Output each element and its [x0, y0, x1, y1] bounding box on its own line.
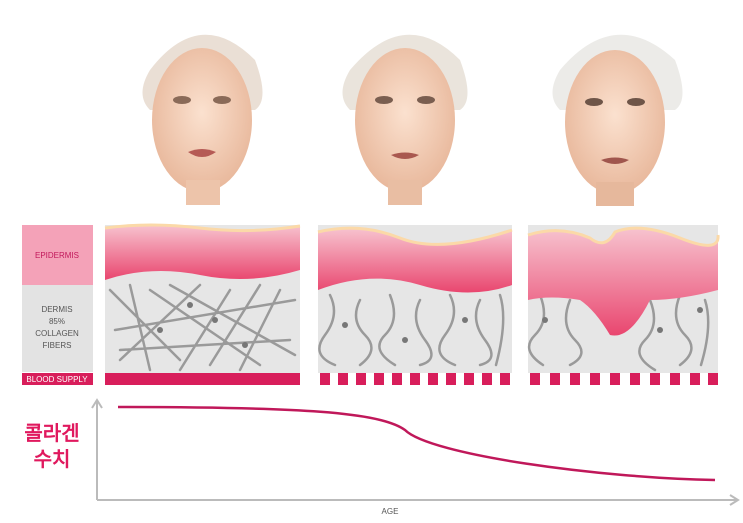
- skin-panel-young: [104, 223, 301, 385]
- y-label: 콜라겐: [24, 422, 79, 445]
- blood-label: BLOOD SUPPLY: [26, 375, 88, 384]
- face-middle: [342, 34, 468, 205]
- collagen-curve: [117, 405, 716, 482]
- blood-swatch: [22, 373, 93, 385]
- dermis-label: DERMIS: [41, 305, 72, 314]
- x-label: AGE: [382, 507, 399, 516]
- face-old: [552, 34, 683, 206]
- epidermis-swatch: [22, 225, 93, 285]
- dermis-label: FIBERS: [43, 341, 72, 350]
- skin-panel-middle: [317, 225, 513, 385]
- collagen-graph: 콜라겐 수치 AGE: [24, 398, 740, 516]
- skin-panel-old: [527, 225, 720, 385]
- dermis-label: COLLAGEN: [35, 329, 79, 338]
- face-young: [142, 34, 263, 205]
- epidermis-label: EPIDERMIS: [35, 251, 79, 260]
- dermis-swatch: [22, 285, 93, 372]
- y-label: 수치: [34, 448, 71, 471]
- dermis-label: 85%: [49, 317, 65, 326]
